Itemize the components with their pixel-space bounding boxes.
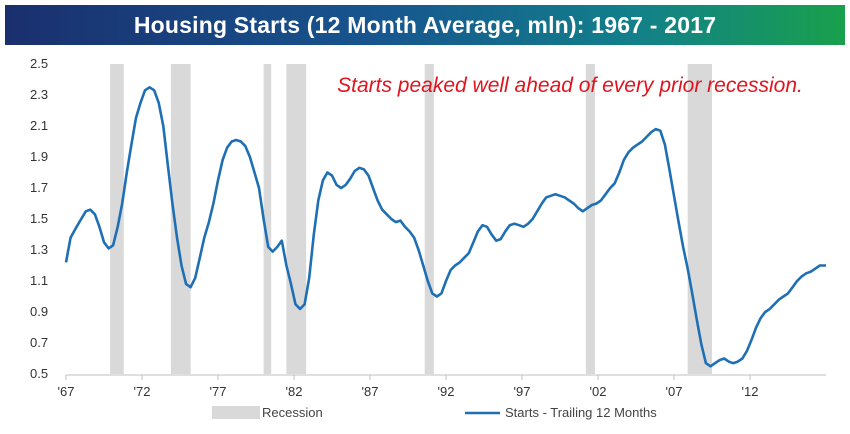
x-tick-label: '87 xyxy=(362,384,379,399)
y-tick-label: 2.3 xyxy=(30,87,48,102)
x-tick-label: '07 xyxy=(666,384,683,399)
recession-band-3 xyxy=(263,64,272,374)
y-tick-label: 1.5 xyxy=(30,211,48,226)
y-tick-label: 0.7 xyxy=(30,335,48,350)
chart-title-bar: Housing Starts (12 Month Average, mln): … xyxy=(5,5,845,45)
recession-band-6 xyxy=(585,64,595,374)
legend-label-starts: Starts - Trailing 12 Months xyxy=(505,405,657,420)
chart-annotation: Starts peaked well ahead of every prior … xyxy=(337,74,803,97)
x-tick-label: '67 xyxy=(58,384,75,399)
x-tick-label: '12 xyxy=(742,384,759,399)
x-tick-label: '97 xyxy=(514,384,531,399)
legend-label-recession: Recession xyxy=(262,405,323,420)
y-tick-label: 1.7 xyxy=(30,180,48,195)
series-line-starts xyxy=(64,86,826,368)
recession-band-4 xyxy=(286,64,307,374)
chart-title: Housing Starts (12 Month Average, mln): … xyxy=(133,11,717,38)
x-tick-label: '72 xyxy=(134,384,151,399)
x-tick-label: '92 xyxy=(438,384,455,399)
recession-band-2 xyxy=(170,64,191,374)
recession-band-7 xyxy=(687,64,712,374)
y-tick-label: 1.9 xyxy=(30,149,48,164)
recession-band-1 xyxy=(110,64,124,374)
x-tick-label: '77 xyxy=(210,384,227,399)
y-tick-label: 0.5 xyxy=(30,366,48,381)
y-tick-label: 2.1 xyxy=(30,118,48,133)
y-tick-label: 1.3 xyxy=(30,242,48,257)
y-tick-label: 0.9 xyxy=(30,304,48,319)
legend-swatch-recession xyxy=(212,406,260,419)
x-tick-label: '02 xyxy=(590,384,607,399)
x-tick-label: '82 xyxy=(286,384,303,399)
y-tick-label: 2.5 xyxy=(30,56,48,71)
recession-band-5 xyxy=(424,64,434,374)
y-tick-label: 1.1 xyxy=(30,273,48,288)
